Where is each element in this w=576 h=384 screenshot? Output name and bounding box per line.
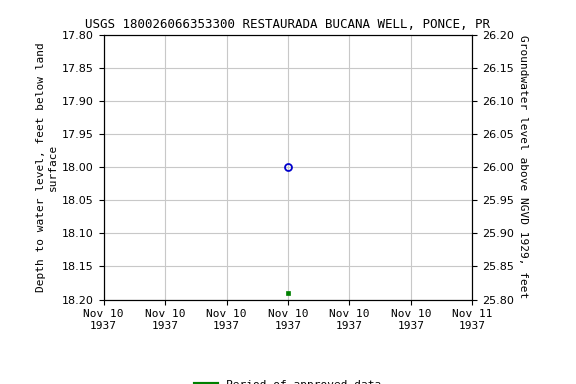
Y-axis label: Groundwater level above NGVD 1929, feet: Groundwater level above NGVD 1929, feet: [518, 35, 528, 299]
Title: USGS 180026066353300 RESTAURADA BUCANA WELL, PONCE, PR: USGS 180026066353300 RESTAURADA BUCANA W…: [85, 18, 491, 31]
Y-axis label: Depth to water level, feet below land
surface: Depth to water level, feet below land su…: [36, 42, 58, 292]
Legend: Period of approved data: Period of approved data: [191, 376, 385, 384]
